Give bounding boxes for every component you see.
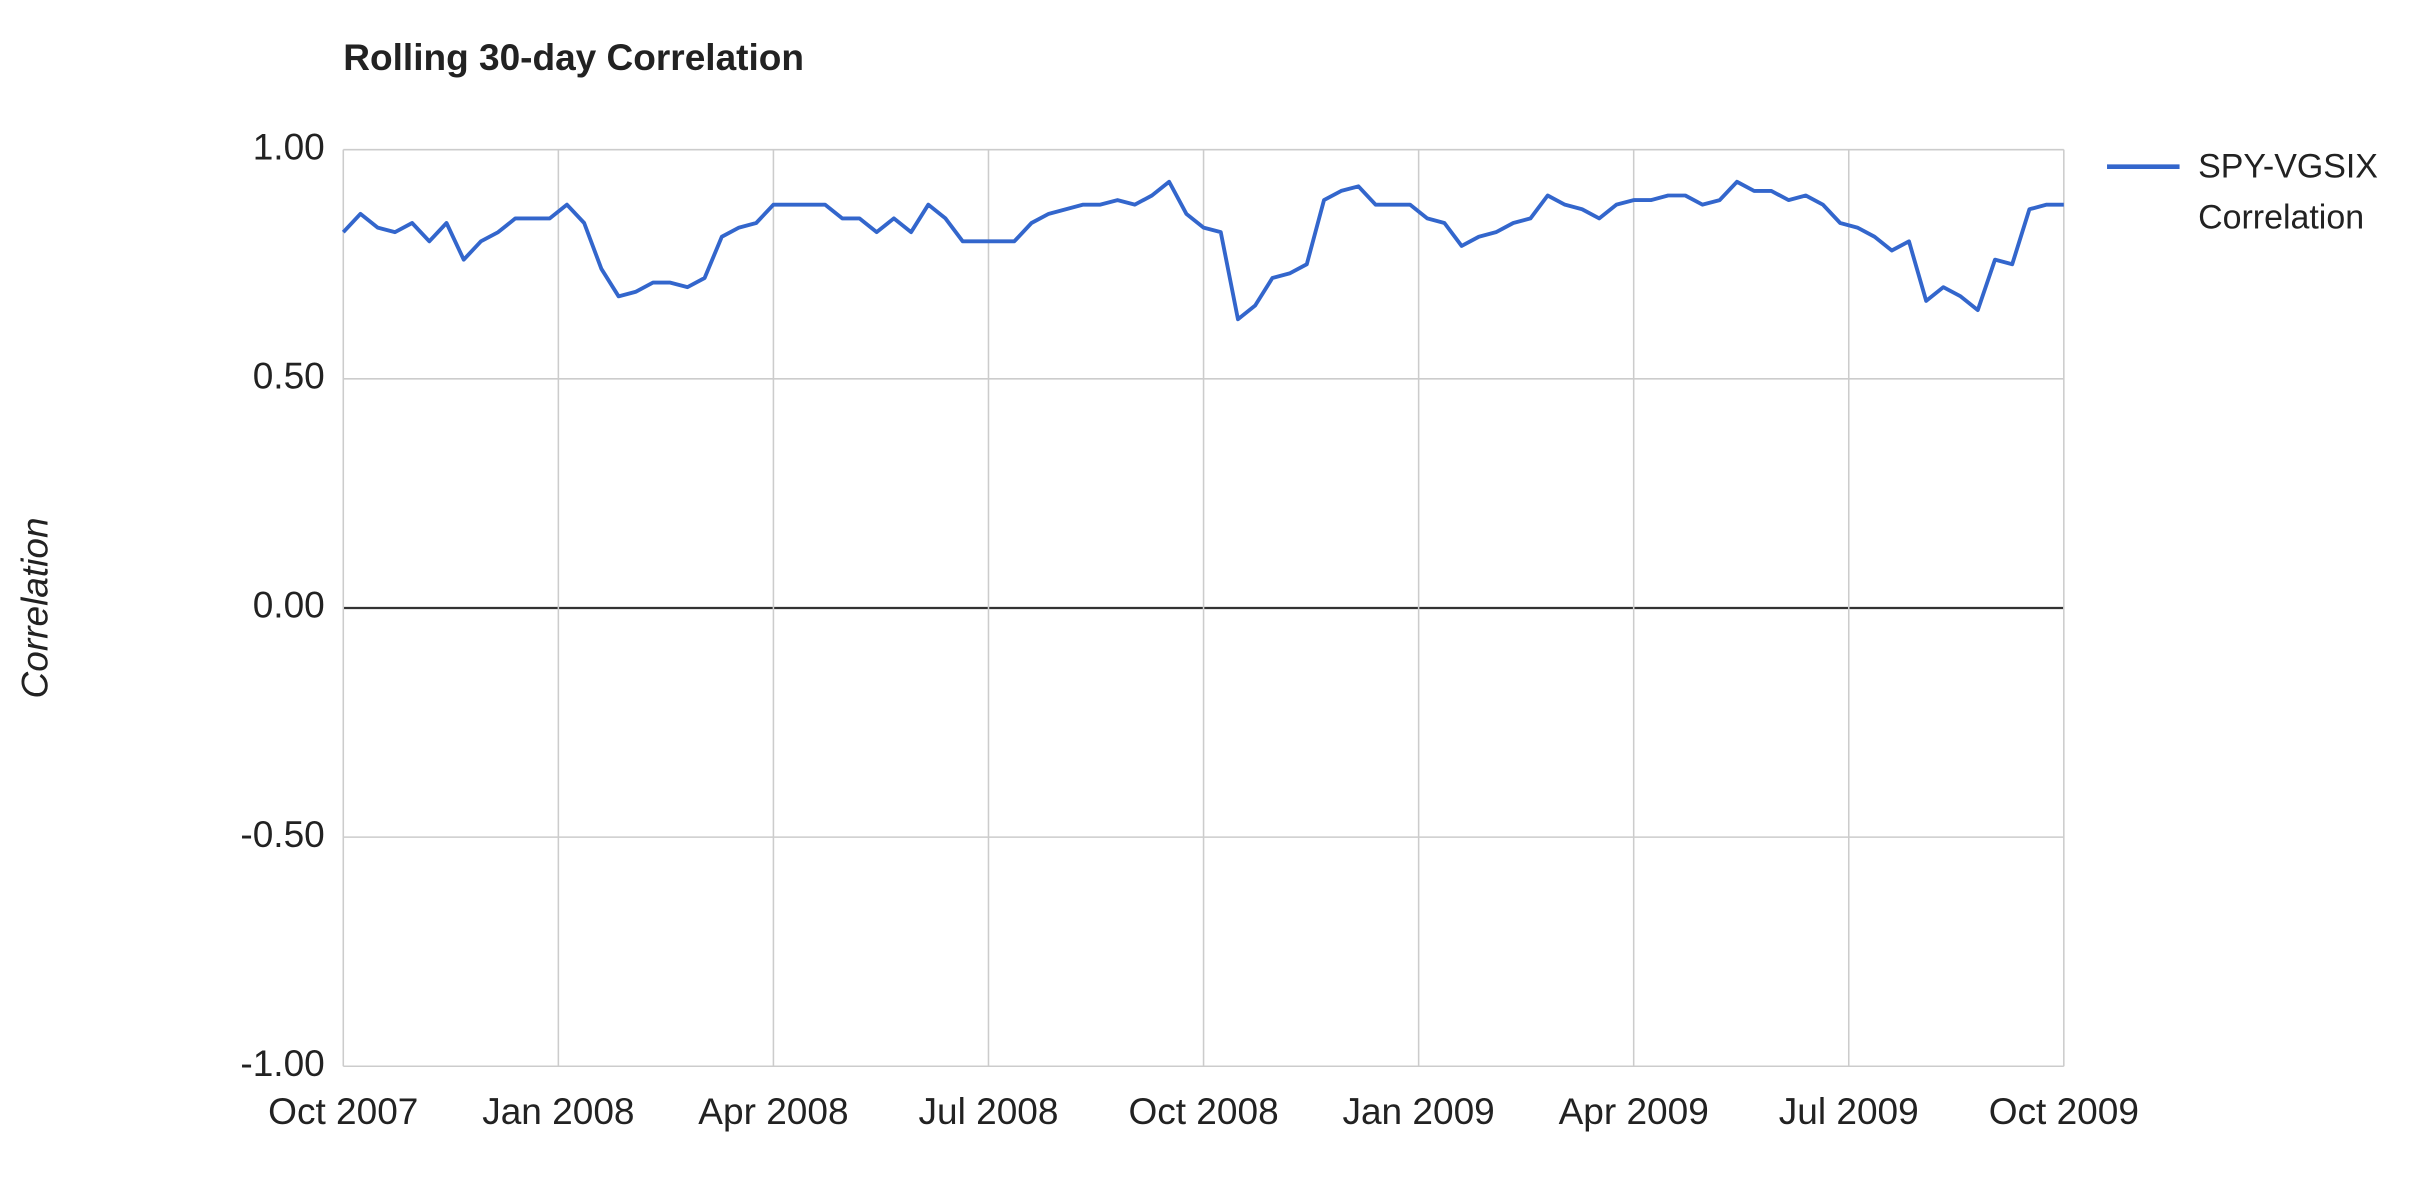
legend-label: SPY-VGSIX Correlation bbox=[2198, 146, 2378, 237]
y-tick-label: -0.50 bbox=[240, 813, 324, 855]
x-tick-label: Oct 2008 bbox=[1128, 1090, 1278, 1132]
series-line bbox=[341, 179, 2064, 322]
x-tick-label: Jul 2008 bbox=[919, 1090, 1059, 1132]
y-axis-title: Correlation bbox=[14, 517, 56, 698]
y-tick-label: 0.50 bbox=[253, 355, 325, 397]
x-tick-label: Oct 2007 bbox=[268, 1090, 418, 1132]
legend-entry: SPY-VGSIX Correlation bbox=[2198, 146, 2378, 237]
chart-title: Rolling 30-day Correlation bbox=[343, 36, 804, 78]
x-tick-label: Jan 2009 bbox=[1342, 1090, 1494, 1132]
x-tick-label: Apr 2009 bbox=[1559, 1090, 1709, 1132]
x-tick-label: Jul 2009 bbox=[1779, 1090, 1919, 1132]
y-tick-label: -1.00 bbox=[240, 1042, 324, 1084]
y-tick-label: 1.00 bbox=[253, 125, 325, 167]
x-tick-label: Apr 2008 bbox=[698, 1090, 848, 1132]
x-tick-label: Jan 2008 bbox=[482, 1090, 634, 1132]
y-tick-label: 0.00 bbox=[253, 584, 325, 626]
x-tick-label: Oct 2009 bbox=[1989, 1090, 2139, 1132]
